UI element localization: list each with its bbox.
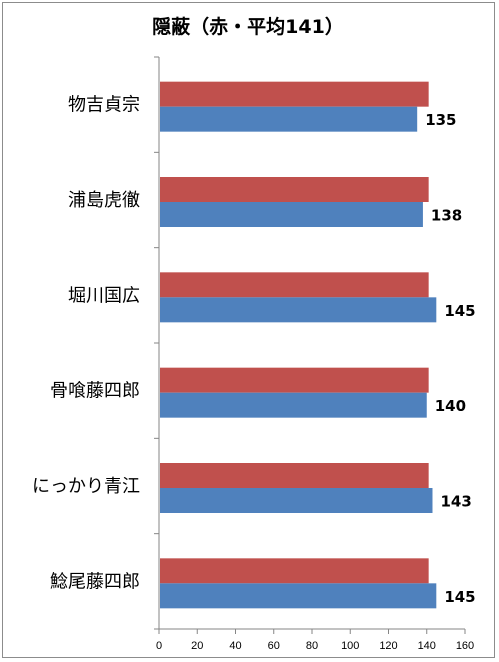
chart-bars: [160, 81, 437, 609]
x-tick-label: 40: [229, 640, 241, 652]
x-tick-label: 60: [268, 640, 280, 652]
bar-series-1: [160, 81, 429, 107]
data-label: 145: [444, 302, 475, 320]
chart-axes: 0 20 40 60 80 100 120 140 160: [154, 56, 474, 652]
bar-series-2: [160, 488, 433, 513]
data-label: 138: [431, 207, 462, 225]
bar-series-1: [160, 558, 429, 584]
x-tick-label: 120: [379, 640, 397, 652]
chart-labels: 物吉貞宗 135 浦島虎徹 138 堀川国広 145 骨喰藤四郎 140 にっかり青江 143 鯰尾…: [32, 95, 476, 606]
x-tick-label: 0: [156, 640, 162, 652]
x-tick-label: 80: [306, 640, 318, 652]
data-label: 140: [435, 397, 466, 415]
category-label: 堀川国広: [68, 285, 140, 306]
bar-series-1: [160, 272, 429, 298]
chart-title: 隠蔽（赤・平均141）: [152, 15, 344, 38]
bar-series-1: [160, 177, 429, 202]
x-tick-label: 100: [341, 640, 359, 652]
category-label: 骨喰藤四郎: [50, 381, 140, 402]
x-tick-label: 20: [191, 640, 203, 652]
bar-series-2: [160, 583, 437, 609]
bar-series-2: [160, 297, 437, 323]
category-label: 浦島虎徹: [68, 190, 140, 211]
data-label: 135: [425, 111, 456, 129]
bar-series-2: [160, 202, 423, 227]
data-label: 143: [440, 493, 471, 511]
bar-series-1: [160, 367, 429, 393]
bar-series-2: [160, 106, 418, 132]
category-label: 鯰尾藤四郎: [50, 571, 140, 592]
bar-series-1: [160, 463, 429, 488]
category-label: 物吉貞宗: [68, 95, 140, 116]
x-tick-label: 160: [456, 640, 474, 652]
x-tick-label: 140: [418, 640, 436, 652]
bar-series-2: [160, 392, 427, 418]
data-label: 145: [444, 588, 475, 606]
category-label: にっかり青江: [32, 476, 140, 497]
